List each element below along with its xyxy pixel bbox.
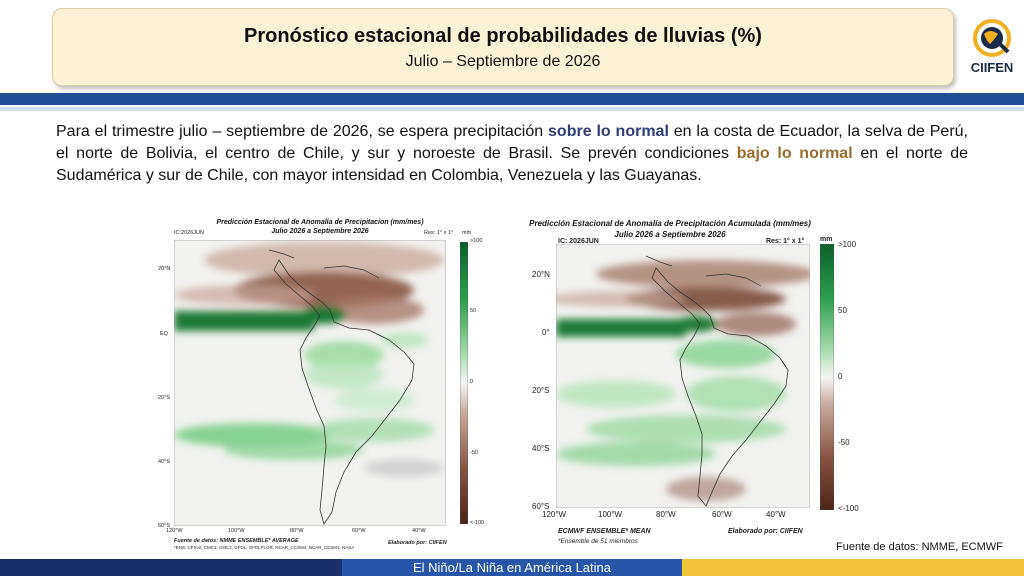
data-source-credit: Fuente de datos: NMME, ECMWF xyxy=(836,541,1003,553)
map-right-lat-0: 0° xyxy=(542,328,550,337)
map-left-source: Fuente de datos: NMME ENSEMBLE* AVERAGE xyxy=(174,538,299,544)
map-left-cb-neg50: -50 xyxy=(470,450,478,456)
map-right-lat-20s: 20°S xyxy=(532,386,550,395)
map-left-lat-eq: EQ xyxy=(160,331,168,337)
map-right-lon-120w: 120°W xyxy=(542,510,567,519)
map-right-cb-neg50: -50 xyxy=(838,438,850,447)
map-right-cb-neg100: <-100 xyxy=(838,504,859,513)
footer-left xyxy=(0,559,342,576)
band-gap xyxy=(0,105,1024,107)
map-right-unit: mm xyxy=(820,236,833,243)
map-left-res: Res: 1° x 1° xyxy=(424,230,454,236)
map-left-lat-60s: 60°S xyxy=(158,523,170,529)
forecast-description: Para el trimestre julio – septiembre de … xyxy=(56,121,968,187)
ciifen-logo: CIIFEN xyxy=(964,18,1020,82)
page-subtitle: Julio – Septiembre de 2026 xyxy=(405,53,601,70)
map-right-cb-0: 0 xyxy=(838,372,843,381)
map-right-panel: Predicción Estacional de Anomalía de Pre… xyxy=(510,214,870,554)
map-left-lon-40w: 40°W xyxy=(412,528,426,534)
map-right-subtitle: Julio 2026 a Septiembre 2026 xyxy=(614,230,726,239)
map-left-cb-neg100: <-100 xyxy=(470,520,485,526)
map-right-cb-50: 50 xyxy=(838,306,847,315)
page-title: Pronóstico estacional de probabilidades … xyxy=(244,25,762,47)
title-box: Pronóstico estacional de probabilidades … xyxy=(52,8,954,86)
map-left-lon-100w: 100°W xyxy=(228,528,245,534)
map-left-cb-0: 0 xyxy=(470,379,474,385)
map-left-ic: IC:2026JUN xyxy=(174,230,204,236)
map-left-lon-80w: 80°W xyxy=(290,528,304,534)
map-right-lat-60s: 60°S xyxy=(532,502,550,511)
desc-part1: Para el trimestre julio – septiembre de … xyxy=(56,123,549,140)
footer-label: El Niño/La Niña en América Latina xyxy=(342,559,682,576)
map-right-ic: IC: 2026JUN xyxy=(558,238,599,245)
logo-text: CIIFEN xyxy=(970,60,1014,75)
map-right-source: ECMWF ENSEMBLE* MEAN xyxy=(558,528,651,535)
footer-right xyxy=(682,559,1024,576)
map-left-elaborated: Elaborado por: CIIFEN xyxy=(388,540,447,546)
map-left-cb-100: >100 xyxy=(470,238,483,244)
map-left xyxy=(174,240,446,526)
map-left-unit: mm xyxy=(462,230,472,236)
map-right xyxy=(556,244,810,508)
map-right-lon-100w: 100°W xyxy=(598,510,623,519)
map-left-models: *ENS: CFSv2, CMC1, CMC2, GFDL, GFDLFLOR,… xyxy=(174,545,355,550)
map-right-elaborated: Elaborado por: CIIFEN xyxy=(728,528,803,535)
map-left-subtitle: Julio 2026 a Septiembre 2026 xyxy=(271,228,369,235)
map-right-cb-100: >100 xyxy=(838,240,857,249)
map-right-title: Predicción Estacional de Anomalía de Pre… xyxy=(529,219,811,228)
map-left-colorbar xyxy=(460,242,468,524)
map-left-lon-120w: 120°W xyxy=(166,528,183,534)
map-left-panel: Predicción Estacional de Anomalía de Pre… xyxy=(150,214,490,554)
map-right-colorbar xyxy=(820,244,834,510)
map-left-lat-40s: 40°S xyxy=(158,459,170,465)
map-left-lat-20n: 20°N xyxy=(158,266,171,272)
map-left-title: Predicción Estacional de Anomalía de Pre… xyxy=(216,219,424,226)
desc-part2: en la costa de Ecuador, la selva de Perú… xyxy=(56,123,968,162)
map-left-cb-50: 50 xyxy=(470,308,477,314)
footer-bar: El Niño/La Niña en América Latina xyxy=(0,559,1024,576)
map-right-lon-80w: 80°W xyxy=(656,510,676,519)
map-left-lat-20s: 20°S xyxy=(158,395,170,401)
globe-icon xyxy=(973,19,1011,57)
map-right-lat-20n: 20°N xyxy=(532,270,550,279)
header-band-light xyxy=(0,107,1024,111)
map-right-lon-40w: 40°W xyxy=(766,510,786,519)
desc-below-normal: bajo lo normal xyxy=(736,145,853,162)
desc-above-normal: sobre lo normal xyxy=(548,123,669,140)
header-band xyxy=(0,93,1024,105)
map-left-lon-60w: 60°W xyxy=(352,528,366,534)
map-right-note: *Ensemble de 51 miembros xyxy=(558,538,638,545)
map-right-res: Res: 1° x 1° xyxy=(766,238,805,245)
map-right-lon-60w: 60°W xyxy=(712,510,732,519)
map-right-lat-40s: 40°S xyxy=(532,444,550,453)
desc-part3: en el norte de Sudamérica y sur de Chile… xyxy=(56,145,969,184)
